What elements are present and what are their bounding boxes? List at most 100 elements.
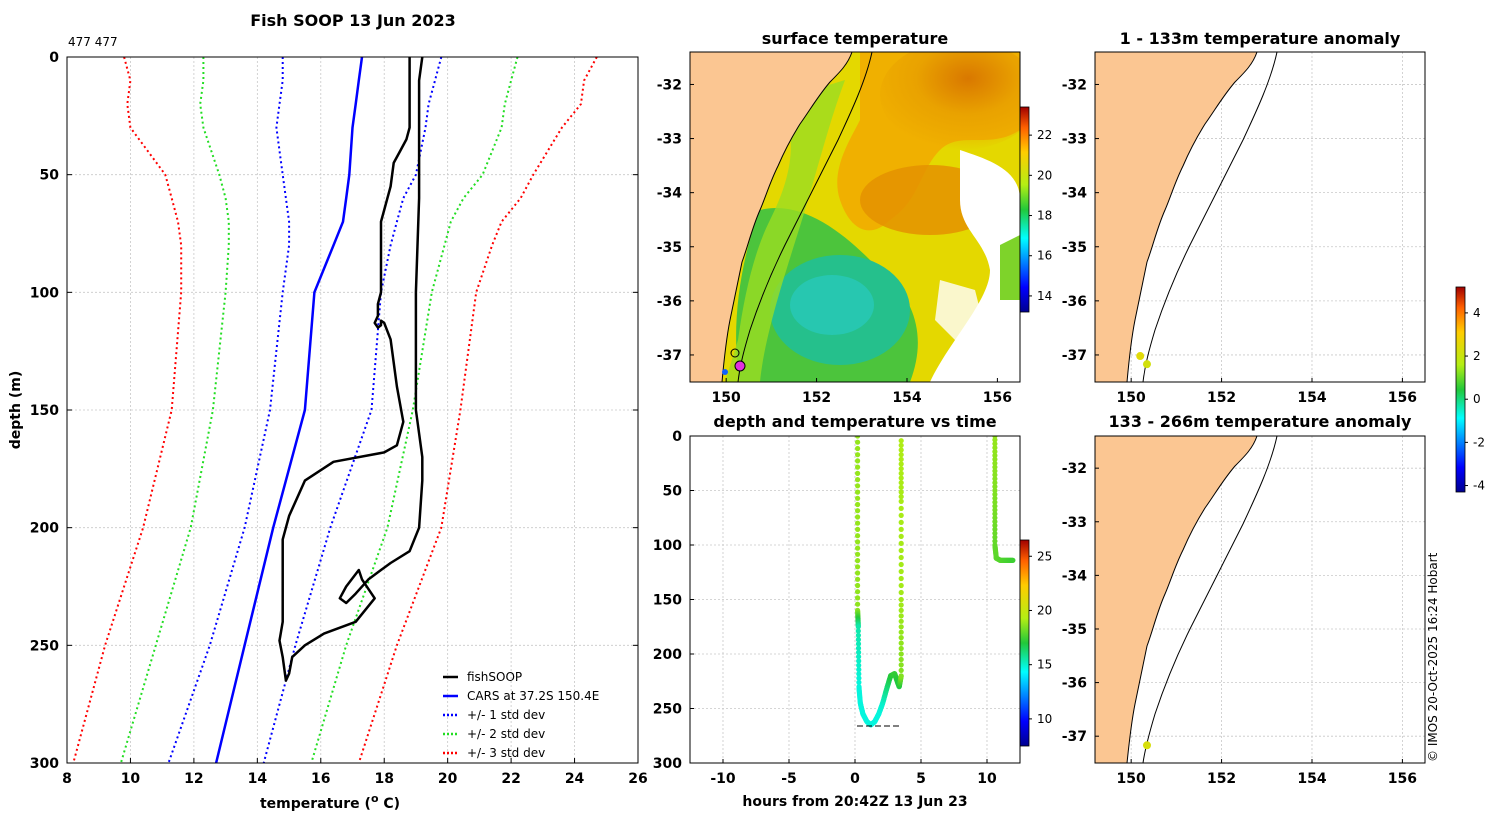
sst-shelf-contour — [737, 52, 873, 382]
depth-time-colorbar-ticks: 10 15 20 25 — [1029, 549, 1052, 726]
depth-time-point — [898, 470, 904, 476]
depth-time-point — [898, 456, 904, 462]
depth-time-point — [992, 519, 998, 525]
depth-time-point — [898, 629, 904, 635]
depth-time-point — [855, 632, 862, 638]
colorbar-tick-label: 22 — [1037, 128, 1052, 142]
anomaly-133-266-points — [1142, 741, 1151, 750]
depth-time-point — [898, 533, 904, 540]
depth-time-ytick-label: 50 — [663, 484, 683, 500]
depth-time-point — [992, 530, 998, 536]
profile-ytick-label: 150 — [30, 403, 59, 419]
depth-time-point — [898, 618, 904, 624]
colorbar-tick-label: 4 — [1473, 306, 1481, 320]
map-xtick-label: 152 — [1207, 771, 1236, 787]
depth-time-grid — [690, 436, 1020, 763]
profile-xlabel-sup: o — [371, 792, 379, 805]
colorbar-tick-label: 14 — [1037, 289, 1052, 303]
sst-colorbar — [1019, 106, 1030, 313]
depth-time-point — [855, 595, 861, 601]
profile-series-std1-2 — [167, 57, 291, 764]
depth-time-point — [992, 534, 998, 540]
depth-time-xlabel: hours from 20:42Z 13 Jun 23 — [742, 794, 967, 810]
sst-panel: surface temperature 150 152 154 156 -32 -33 -3… — [657, 29, 1053, 406]
sst-cool-center — [790, 275, 874, 335]
depth-time-point — [855, 637, 862, 643]
depth-time-point — [855, 576, 861, 582]
sst-cloud-patch — [935, 280, 985, 345]
depth-time-point — [855, 501, 861, 508]
depth-time-point — [992, 449, 998, 455]
map-ytick-label: -35 — [1062, 622, 1087, 638]
depth-time-point — [856, 658, 862, 664]
depth-time-point — [898, 519, 904, 526]
map-ytick-label: -36 — [1062, 294, 1087, 310]
anomaly-colorbar — [1455, 286, 1466, 493]
depth-time-point — [992, 507, 998, 513]
depth-time-point — [898, 466, 904, 472]
depth-time-ytick-label: 200 — [653, 647, 682, 663]
map-xtick-label: 150 — [1117, 390, 1146, 406]
profile-lines — [72, 56, 598, 764]
anomaly-1-133-points — [1136, 352, 1151, 369]
depth-time-point — [855, 520, 861, 526]
depth-time-point — [856, 649, 862, 656]
profile-ticks: 8 10 12 14 16 18 20 22 24 26 0 50 100 150 200 250 300 — [30, 50, 648, 787]
anomaly-133-266-ticks: 150 152 154 156 -32 -33 -34 -35 -36 -37 — [1062, 461, 1417, 787]
depth-time-point — [855, 526, 861, 533]
depth-time-point — [898, 575, 904, 582]
sst-title: surface temperature — [762, 29, 949, 48]
depth-time-title: depth and temperature vs time — [713, 412, 996, 431]
depth-time-point — [898, 613, 904, 619]
map-ytick-label: -34 — [1062, 186, 1088, 202]
map-ytick-label: -35 — [1062, 240, 1087, 256]
depth-time-point — [898, 635, 904, 641]
depth-time-point — [992, 487, 998, 494]
depth-time-xtick-label: 5 — [916, 771, 926, 787]
legend-label-std3: +/- 3 std dev — [467, 746, 545, 760]
profile-ytick-label: 100 — [30, 285, 59, 301]
depth-time-point — [898, 651, 904, 657]
credit-text: © IMOS 20-Oct-2025 16:24 Hobart — [1426, 552, 1440, 762]
depth-time-point — [992, 503, 998, 509]
anomaly-1-133-title: 1 - 133m temperature anomaly — [1120, 29, 1401, 48]
map-xtick-label: 156 — [1388, 771, 1417, 787]
depth-time-point — [992, 456, 998, 462]
depth-time-point — [855, 458, 861, 464]
colorbar-tick-label: -4 — [1473, 479, 1485, 493]
depth-time-point — [898, 607, 904, 614]
depth-time-point — [855, 436, 861, 439]
depth-time-point — [855, 508, 861, 514]
depth-time-marks — [855, 436, 1016, 728]
map-ytick-label: -37 — [657, 348, 682, 364]
depth-time-point — [855, 470, 861, 476]
depth-time-point — [855, 452, 861, 458]
profile-ytick-label: 50 — [40, 168, 60, 184]
depth-time-point — [898, 447, 904, 453]
map-ytick-label: -32 — [1062, 461, 1087, 477]
depth-time-point — [898, 438, 904, 444]
depth-time-xtick-label: 10 — [977, 771, 997, 787]
depth-time-point — [855, 495, 861, 501]
depth-time-point — [898, 568, 904, 575]
map-ytick-label: -36 — [1062, 676, 1087, 692]
depth-time-point — [898, 561, 904, 568]
depth-time-point — [992, 445, 998, 451]
sst-warm-eddy — [880, 52, 1020, 150]
anomaly-133-266-contour — [1142, 436, 1278, 763]
depth-time-ytick-label: 100 — [653, 538, 682, 554]
colorbar-tick-label: 15 — [1037, 658, 1052, 672]
depth-time-point — [855, 558, 861, 564]
map-xtick-label: 152 — [1207, 390, 1236, 406]
depth-time-point — [992, 515, 998, 521]
map-ytick-label: -33 — [1062, 515, 1087, 531]
depth-time-point — [856, 667, 862, 673]
map-ytick-label: -36 — [657, 294, 682, 310]
depth-time-point — [992, 464, 998, 470]
depth-time-point — [855, 514, 861, 520]
legend-label-std2: +/- 2 std dev — [467, 727, 545, 741]
anomaly-1-133-panel: 1 - 133m temperature anomaly 150 152 154 15… — [1062, 29, 1426, 406]
colorbar-tick-label: 20 — [1037, 603, 1052, 617]
sst-map-area — [690, 52, 1020, 382]
legend-label-std1: +/- 1 std dev — [467, 708, 545, 722]
